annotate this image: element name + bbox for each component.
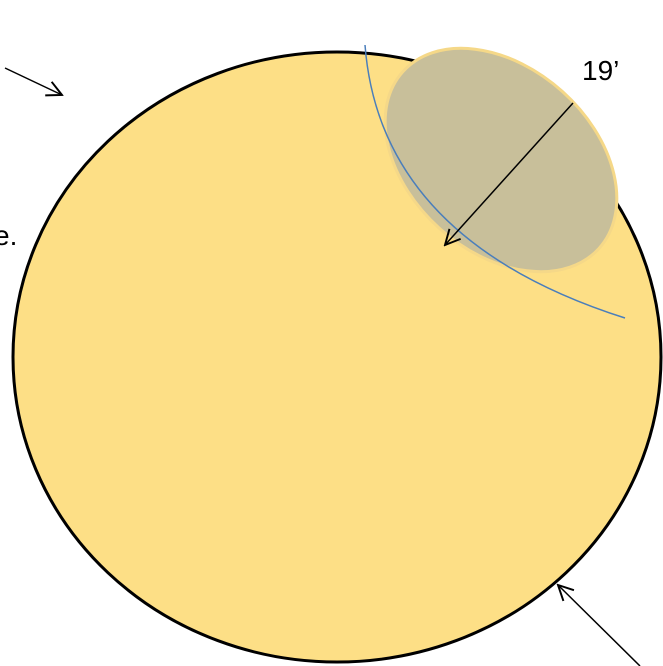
annotation: e. — [0, 220, 17, 251]
arrow — [5, 68, 62, 95]
annotation: 19’ — [582, 55, 619, 86]
diagram: 19’ e. — [0, 0, 663, 666]
arrow — [558, 585, 640, 666]
